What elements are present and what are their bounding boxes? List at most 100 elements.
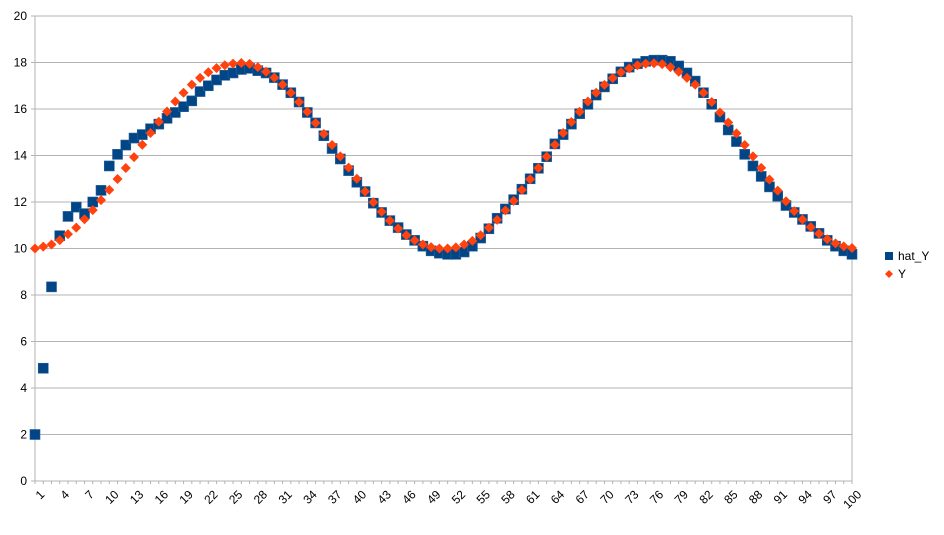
data-point-diamond [360,186,371,197]
data-point-diamond [838,241,849,252]
data-point-diamond [648,58,659,69]
data-point-diamond [772,185,783,196]
data-point-diamond [657,59,668,70]
data-point-diamond [170,96,181,107]
data-point-diamond [566,117,577,128]
data-point-diamond [211,63,222,74]
data-point-square [112,149,123,160]
data-point-square [747,160,759,172]
data-point-diamond [302,106,313,117]
data-point-diamond [203,67,214,78]
data-point-diamond [310,117,321,128]
data-point-diamond [343,162,354,173]
data-point-diamond [252,62,263,73]
data-point-diamond [459,239,470,250]
data-point-diamond [351,173,362,184]
y-axis-tick-labels: 0 2 4 6 8 10 12 14 16 18 20 [14,9,28,488]
data-point-diamond [38,241,49,252]
legend-marker-square [885,252,893,260]
y-tick-label: 8 [20,288,27,302]
data-point-diamond [30,243,40,254]
data-point-square [46,281,57,293]
data-point-diamond [244,58,255,69]
data-point-diamond [665,62,676,73]
data-point-diamond [640,58,651,69]
data-point-square [95,185,107,196]
data-point-diamond [120,163,131,174]
data-point-diamond [426,242,437,253]
data-point-square [29,429,41,440]
data-point-diamond [797,214,808,225]
data-point-square [186,95,198,107]
data-point-diamond [607,73,618,84]
data-point-diamond [261,66,272,77]
data-point-diamond [294,97,305,108]
data-point-diamond [574,106,585,117]
data-point-diamond [450,242,461,253]
data-point-diamond [409,235,420,246]
data-point-diamond [591,87,602,98]
data-point-diamond [393,223,404,234]
data-point-diamond [162,106,173,117]
data-point-diamond [228,58,239,69]
data-point-square [120,139,132,151]
data-point-diamond [731,128,742,139]
legend-marker-diamond [885,270,893,278]
data-point-diamond [714,107,725,118]
data-point-diamond [698,87,709,98]
data-point-square [70,201,82,213]
data-point-diamond [236,57,247,68]
y-tick-label: 6 [20,335,27,349]
data-point-diamond [632,60,643,71]
y-tick-label: 4 [20,381,27,395]
data-point-diamond [599,79,610,90]
data-point-diamond [434,243,445,254]
data-point-diamond [508,195,519,206]
data-point-diamond [145,127,156,138]
data-point-diamond [153,116,164,127]
data-point-diamond [269,72,280,83]
data-point-square [37,362,49,374]
legend-item: Y [885,267,906,281]
data-point-diamond [533,163,544,174]
data-point-diamond [112,173,123,184]
data-point-square [755,171,767,182]
data-point-diamond [549,139,560,150]
data-point-diamond [79,214,90,225]
data-point-diamond [500,205,511,216]
data-point-diamond [789,206,800,217]
data-point-diamond [516,184,527,195]
data-point-diamond [739,140,750,151]
data-point-diamond [186,79,197,90]
legend-label: hat_Y [898,249,929,263]
data-point-diamond [63,229,74,240]
data-point-square [194,86,206,97]
y-tick-label: 18 [14,56,28,70]
data-point-diamond [285,87,296,98]
legend-item: hat_Y [885,249,929,263]
data-point-diamond [813,228,824,239]
data-point-diamond [129,152,140,163]
data-point-diamond [54,235,65,246]
data-point-diamond [104,184,115,195]
data-point-diamond [96,195,107,206]
data-point-diamond [822,234,833,245]
data-point-diamond [847,243,857,254]
data-point-diamond [723,117,734,128]
data-point-diamond [71,222,82,233]
y-tick-label: 2 [20,428,27,442]
y-tick-label: 12 [14,195,28,209]
data-point-diamond [475,230,486,241]
data-point-diamond [747,151,758,162]
data-point-diamond [681,72,692,83]
data-point-diamond [195,72,206,83]
legend: hat_Y Y [885,249,929,281]
data-point-diamond [376,206,387,217]
data-point-diamond [467,235,478,246]
data-point-diamond [615,67,626,78]
y-tick-label: 20 [14,9,28,23]
data-point-diamond [327,140,338,151]
data-point-square [62,211,74,222]
data-point-diamond [318,128,329,139]
